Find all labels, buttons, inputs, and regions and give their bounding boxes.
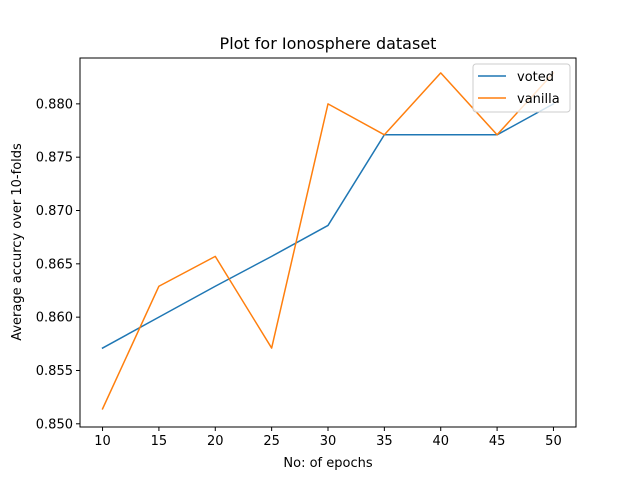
legend: voted vanilla (472, 63, 571, 113)
x-tick-label: 35 (376, 434, 393, 449)
y-ticks: 0.850 0.855 0.860 0.865 0.870 0.875 0.880 (36, 97, 80, 432)
x-tick-label: 20 (207, 434, 224, 449)
x-ticks: 10 15 20 25 30 35 40 45 50 (94, 427, 562, 449)
series-line-voted (101, 102, 555, 350)
legend-entries: voted vanilla (478, 70, 560, 107)
plot-lines (101, 71, 555, 410)
y-tick-label: 0.860 (36, 311, 73, 326)
x-tick-label: 25 (263, 434, 280, 449)
x-axis-title: No: of epochs (283, 456, 372, 471)
x-tick-label: 50 (545, 434, 562, 449)
x-tick-label: 30 (320, 434, 337, 449)
plot-frame (79, 57, 577, 428)
y-tick-label: 0.880 (36, 97, 73, 112)
y-tick-label: 0.870 (36, 204, 73, 219)
x-tick-label: 40 (432, 434, 449, 449)
x-tick-label: 15 (151, 434, 168, 449)
x-tick-label: 45 (489, 434, 506, 449)
y-tick-label: 0.865 (36, 257, 73, 272)
y-axis-title: Average accurcy over 10-folds (10, 143, 25, 341)
legend-label-vanilla: vanilla (517, 92, 560, 107)
y-tick-label: 0.875 (36, 151, 73, 166)
y-tick-label: 0.850 (36, 417, 73, 432)
series-line-vanilla (101, 71, 555, 410)
legend-label-voted: voted (517, 70, 554, 85)
x-tick-label: 10 (94, 434, 111, 449)
chart-title: Plot for Ionosphere dataset (220, 34, 437, 53)
y-tick-label: 0.855 (36, 364, 73, 379)
